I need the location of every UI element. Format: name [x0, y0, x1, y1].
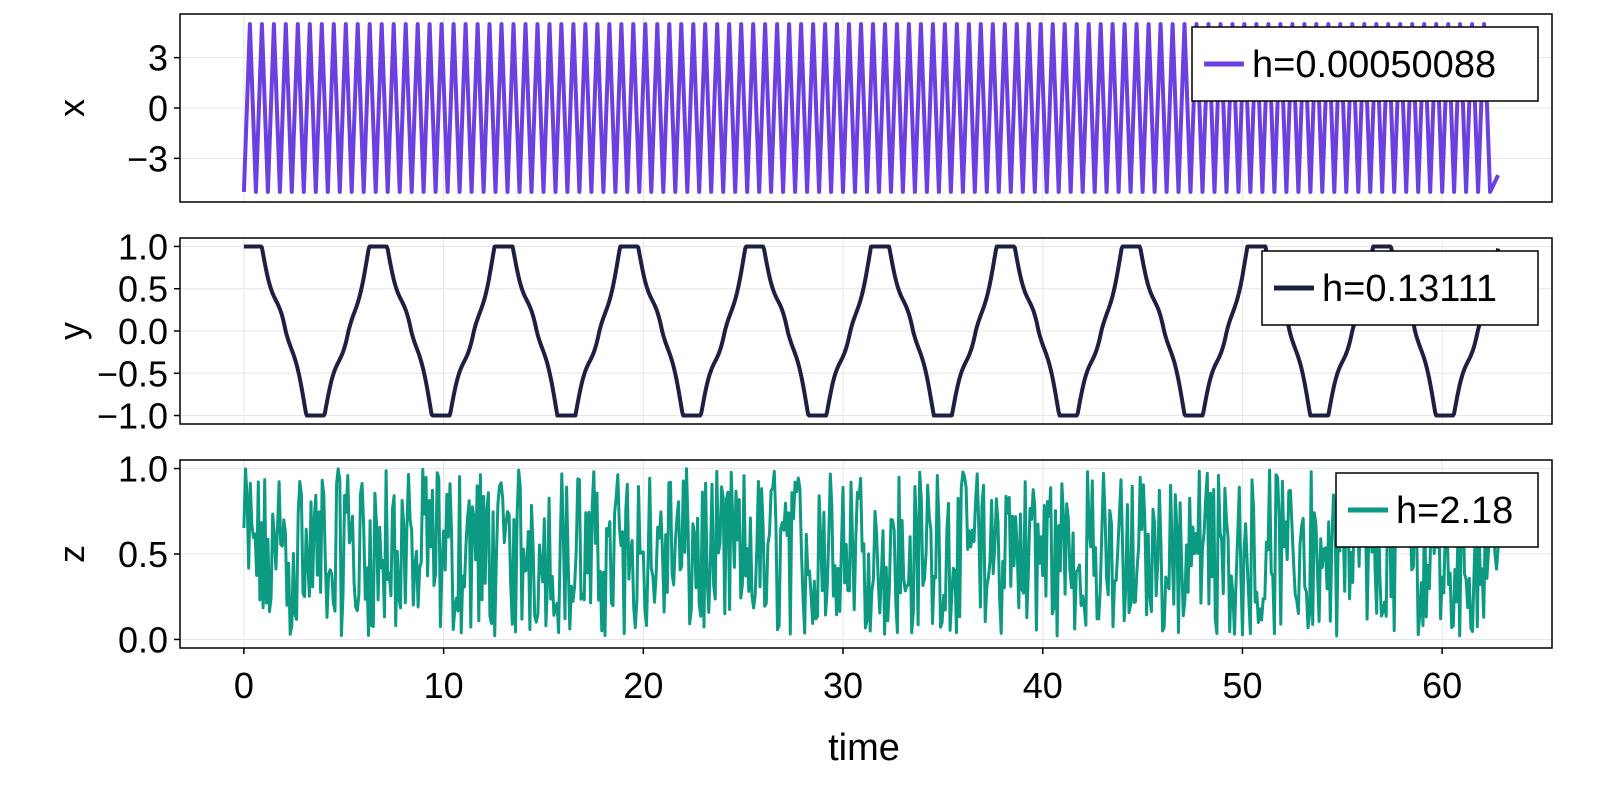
- legend-box: [1191, 26, 1539, 102]
- y-tick-label: 0.5: [118, 269, 168, 310]
- panel-z: 1.0 0.5 0.0 z h=2.18 0 10 20 30 40 50 60 time: [51, 449, 1553, 769]
- series-line-x: [241, 22, 1500, 194]
- legend-label: h=0.13111: [1322, 268, 1497, 310]
- y-axis-label: z: [51, 545, 92, 563]
- x-tick-label: 40: [1023, 665, 1063, 706]
- y-tick-label: 3: [148, 38, 168, 79]
- y-tick-label: 0.5: [118, 534, 168, 575]
- y-tick-label: −1.0: [97, 396, 168, 437]
- legend-label: h=2.18: [1396, 490, 1513, 532]
- x-tick-label: 30: [823, 665, 863, 706]
- y-axis-label: y: [51, 322, 92, 340]
- panel-y: 1.00.50.0−0.5−1.0 y h=0.13111: [51, 226, 1553, 437]
- y-tick-label: 0.0: [118, 619, 168, 660]
- y-tick-label: 1.0: [118, 449, 168, 490]
- x-tick-label: 0: [234, 665, 254, 706]
- y-tick-label: 1.0: [118, 226, 168, 267]
- x-tick-label: 50: [1222, 665, 1262, 706]
- legend: h=0.13111: [1261, 250, 1539, 326]
- legend-label: h=0.00050088: [1252, 44, 1496, 86]
- panel-x: 3 0 −3 x h=0.00050088: [51, 13, 1553, 203]
- legend: h=0.00050088: [1191, 26, 1539, 102]
- series-line-y: [242, 244, 1501, 418]
- y-tick-label: 0: [148, 88, 168, 129]
- y-axis-label: x: [51, 99, 92, 117]
- legend: h=2.18: [1335, 472, 1539, 548]
- y-tick-label: 0.0: [118, 311, 168, 352]
- x-axis-label: time: [828, 727, 900, 769]
- y-tick-label: −0.5: [97, 353, 168, 394]
- x-tick-label: 10: [424, 665, 464, 706]
- y-tick-label: −3: [127, 138, 168, 179]
- x-tick-label: 20: [623, 665, 663, 706]
- series-line-z: [242, 467, 1500, 638]
- x-tick-label: 60: [1422, 665, 1462, 706]
